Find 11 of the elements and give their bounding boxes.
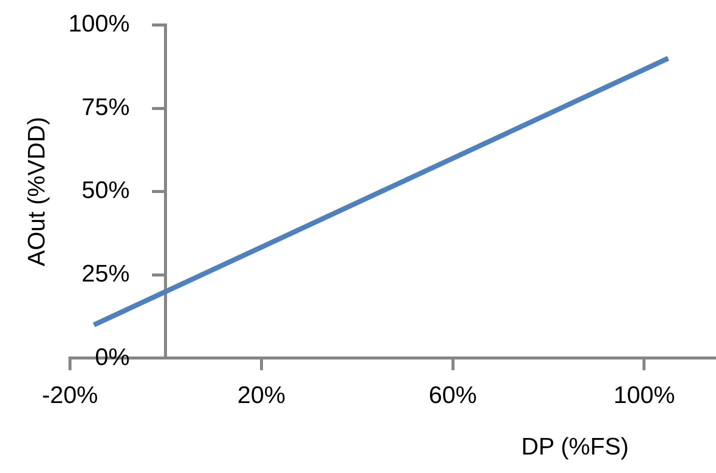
x-axis-title: DP (%FS) xyxy=(521,434,629,461)
y-tick-label: 0% xyxy=(95,344,130,371)
x-tick-label: 60% xyxy=(428,382,477,410)
x-tick-label: -20% xyxy=(42,382,98,410)
y-tick-label: 75% xyxy=(82,94,130,121)
y-tick-label: 50% xyxy=(82,177,130,204)
x-tick-label: 100% xyxy=(614,382,675,410)
y-axis-title: AOut (%VDD) xyxy=(24,116,51,266)
y-tick-label: 100% xyxy=(68,10,130,38)
x-tick-label: 20% xyxy=(237,382,286,410)
y-tick-label: 25% xyxy=(82,260,130,288)
